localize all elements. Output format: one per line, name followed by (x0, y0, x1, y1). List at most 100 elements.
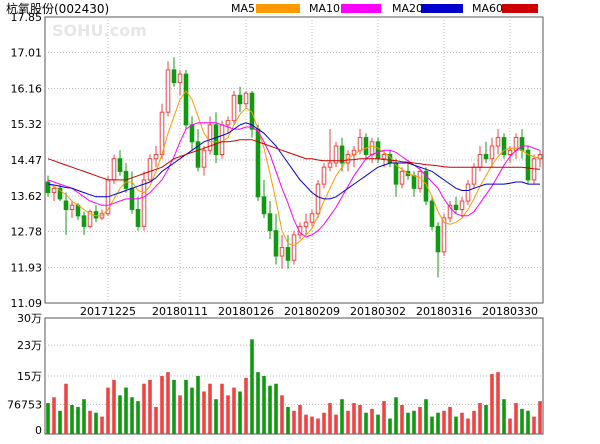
candle-up (279, 247, 285, 257)
volume-bar-up (232, 387, 236, 434)
candle-up (471, 166, 477, 185)
candle-down (63, 200, 69, 211)
volume-bar-up (244, 377, 248, 434)
candle-down (195, 141, 201, 168)
volume-bar-up (514, 403, 518, 434)
volume-bar-up (334, 414, 338, 434)
volume-bar-up (316, 418, 320, 434)
candle-down (285, 247, 291, 261)
price-y-axis: 17.85 17.01 16.16 15.32 14.47 13.62 12.78 11.93… (11, 11, 43, 310)
candle-down (363, 137, 369, 155)
volume-bar-down (94, 412, 98, 434)
volume-bar-up (112, 379, 116, 434)
legend-ma5-label: MA5 (231, 2, 255, 15)
volume-bar-up (496, 372, 500, 434)
candle-down (261, 196, 267, 215)
candle-down (93, 211, 99, 219)
volume-bar-up (382, 401, 386, 434)
candle-down (237, 94, 243, 105)
watermark: SOHU.com (52, 21, 147, 40)
volume-bar-up (358, 405, 362, 434)
ma-line-ma10 (47, 122, 541, 238)
candle-down (171, 69, 177, 84)
candle-up (465, 183, 471, 202)
candle-down (339, 145, 345, 164)
candle-down (375, 141, 381, 160)
volume-bar-down (46, 403, 50, 434)
price-tick-label: 17.01 (11, 47, 43, 60)
volume-bar-up (178, 395, 182, 434)
volume-bar-up (346, 410, 350, 434)
candle-up (219, 124, 225, 155)
volume-bar-down (124, 387, 128, 434)
volume-bar-down (262, 376, 266, 434)
candle-down (183, 73, 189, 126)
candle-up (297, 225, 303, 236)
candle-up (309, 213, 315, 223)
date-tick-label: 20171225 (80, 305, 136, 318)
volume-bar-up (226, 395, 230, 434)
price-tick-label: 16.16 (11, 83, 43, 96)
candle-up (291, 234, 297, 261)
candle-up (111, 158, 117, 181)
candle-up (303, 221, 309, 227)
candle-up (153, 154, 159, 160)
volume-bar-down (376, 414, 380, 434)
volume-bar-down (436, 412, 440, 434)
volume-bar-up (490, 374, 494, 434)
volume-bar-down (70, 405, 74, 434)
volume-bar-up (52, 397, 56, 434)
volume-bar-down (250, 339, 254, 434)
stock-title: 杭氧股份(002430) (6, 1, 109, 16)
candle-up (459, 200, 465, 211)
candle-down (525, 149, 531, 181)
volume-bar-down (520, 408, 524, 434)
candle-up (147, 158, 153, 181)
volume-bar-down (286, 406, 290, 434)
volume-bar-up (538, 401, 542, 434)
candle-down (501, 137, 507, 155)
candle-down (267, 213, 273, 232)
volume-bar-up (370, 408, 374, 434)
volume-bar-up (448, 406, 452, 434)
candle-down (429, 200, 435, 227)
candle-up (159, 111, 165, 155)
volume-bar-down (58, 410, 62, 434)
volume-bar-up (400, 405, 404, 434)
candle-up (225, 120, 231, 126)
volume-bars (46, 339, 542, 434)
ma-line-ma20 (47, 122, 540, 200)
volume-bar-up (100, 416, 104, 434)
volume-bar-up (64, 383, 68, 434)
candle-up (357, 137, 363, 151)
candle-up (333, 145, 339, 164)
candle-up (477, 154, 483, 168)
candle-down (45, 181, 51, 194)
date-tick-label: 20180111 (152, 305, 208, 318)
candle-up (399, 170, 405, 185)
price-tick-label: 11.09 (11, 297, 43, 310)
volume-bar-down (238, 391, 242, 434)
volume-bar-up (328, 403, 332, 434)
candle-up (537, 154, 543, 160)
volume-bar-down (190, 387, 194, 434)
volume-bar-up (220, 383, 224, 434)
candle-down (483, 154, 489, 160)
volume-tick-label: 23万 (17, 339, 42, 352)
volume-bar-down (76, 406, 80, 434)
volume-bar-up (106, 387, 110, 434)
volume-bar-up (166, 372, 170, 434)
candle-up (165, 69, 171, 113)
candle-up (177, 73, 183, 84)
volume-bar-up (418, 406, 422, 434)
volume-bar-down (256, 372, 260, 434)
volume-bar-up (298, 405, 302, 434)
volume-bar-up (160, 376, 164, 434)
price-tick-label: 14.47 (11, 154, 43, 167)
volume-bar-up (352, 403, 356, 434)
candle-up (321, 166, 327, 185)
candle-up (243, 92, 249, 105)
candle-down (411, 175, 417, 189)
